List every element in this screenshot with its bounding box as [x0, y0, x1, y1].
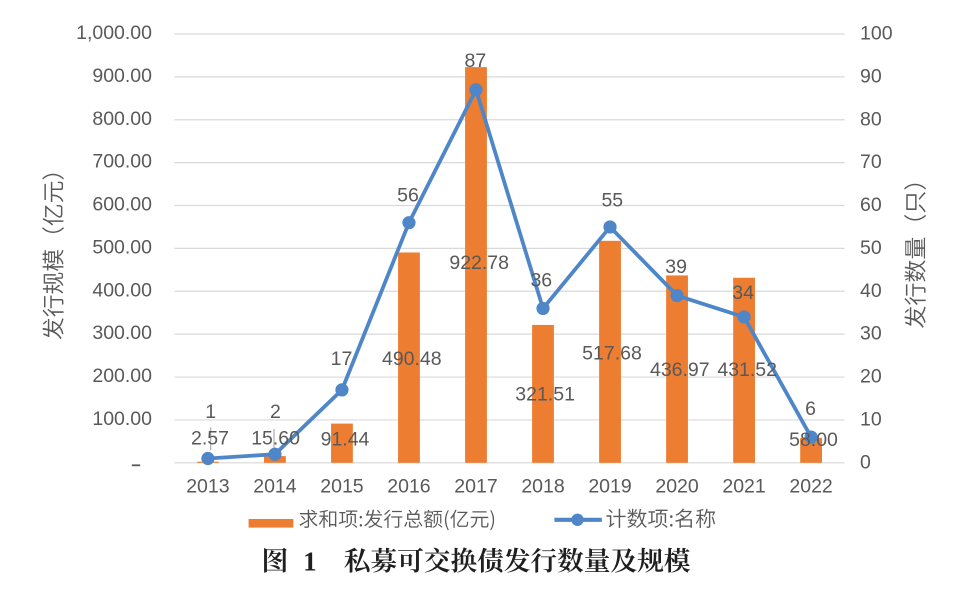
svg-text:87: 87 — [465, 50, 487, 72]
svg-text:34: 34 — [732, 282, 754, 304]
svg-text:30: 30 — [860, 323, 882, 345]
svg-text:1,000.00: 1,000.00 — [76, 22, 152, 44]
svg-text:431.52: 431.52 — [717, 359, 777, 381]
svg-text:2020: 2020 — [655, 475, 699, 497]
svg-text:600.00: 600.00 — [92, 194, 152, 216]
svg-text:1: 1 — [205, 401, 216, 423]
svg-text:2019: 2019 — [588, 475, 631, 497]
svg-text:900.00: 900.00 — [92, 65, 152, 87]
svg-text:0: 0 — [860, 451, 871, 473]
svg-text:200.00: 200.00 — [92, 365, 152, 387]
svg-text:36: 36 — [530, 270, 552, 292]
svg-text:500.00: 500.00 — [92, 236, 152, 258]
svg-text:490.48: 490.48 — [382, 348, 442, 370]
svg-text:2013: 2013 — [186, 475, 229, 497]
svg-text:300.00: 300.00 — [92, 322, 152, 344]
svg-text:91.44: 91.44 — [321, 429, 370, 451]
svg-text:56: 56 — [397, 185, 419, 207]
svg-text:17: 17 — [331, 348, 353, 370]
svg-text:922.78: 922.78 — [449, 252, 509, 274]
svg-text:6: 6 — [805, 398, 816, 420]
svg-text:100: 100 — [860, 23, 893, 45]
svg-text:50: 50 — [860, 237, 882, 259]
svg-text:2018: 2018 — [521, 475, 564, 497]
svg-text:100.00: 100.00 — [92, 408, 152, 430]
svg-text:60: 60 — [860, 194, 882, 216]
svg-text:321.51: 321.51 — [515, 383, 575, 405]
svg-text:70: 70 — [860, 151, 882, 173]
svg-text:2021: 2021 — [722, 475, 765, 497]
svg-text:700.00: 700.00 — [92, 151, 152, 173]
svg-text:39: 39 — [665, 256, 687, 278]
svg-text:15.60: 15.60 — [251, 427, 300, 449]
svg-text:2: 2 — [270, 401, 281, 423]
svg-text:2.57: 2.57 — [191, 427, 229, 449]
svg-text:400.00: 400.00 — [92, 279, 152, 301]
svg-text:80: 80 — [860, 108, 882, 130]
svg-text:40: 40 — [860, 280, 882, 302]
svg-text:55: 55 — [601, 190, 623, 212]
svg-text:2022: 2022 — [789, 475, 832, 497]
svg-text:90: 90 — [860, 65, 882, 87]
svg-text:58.00: 58.00 — [789, 429, 838, 451]
svg-text:2014: 2014 — [253, 475, 297, 497]
svg-text:1: 1 — [303, 546, 317, 576]
svg-text:800.00: 800.00 — [92, 108, 152, 130]
svg-text:517.68: 517.68 — [582, 343, 642, 365]
svg-text:2015: 2015 — [320, 475, 364, 497]
svg-text:436.97: 436.97 — [650, 359, 710, 381]
svg-text:10: 10 — [860, 408, 882, 430]
svg-text:20: 20 — [860, 366, 882, 388]
svg-text:2016: 2016 — [387, 475, 430, 497]
svg-text:2017: 2017 — [454, 475, 497, 497]
